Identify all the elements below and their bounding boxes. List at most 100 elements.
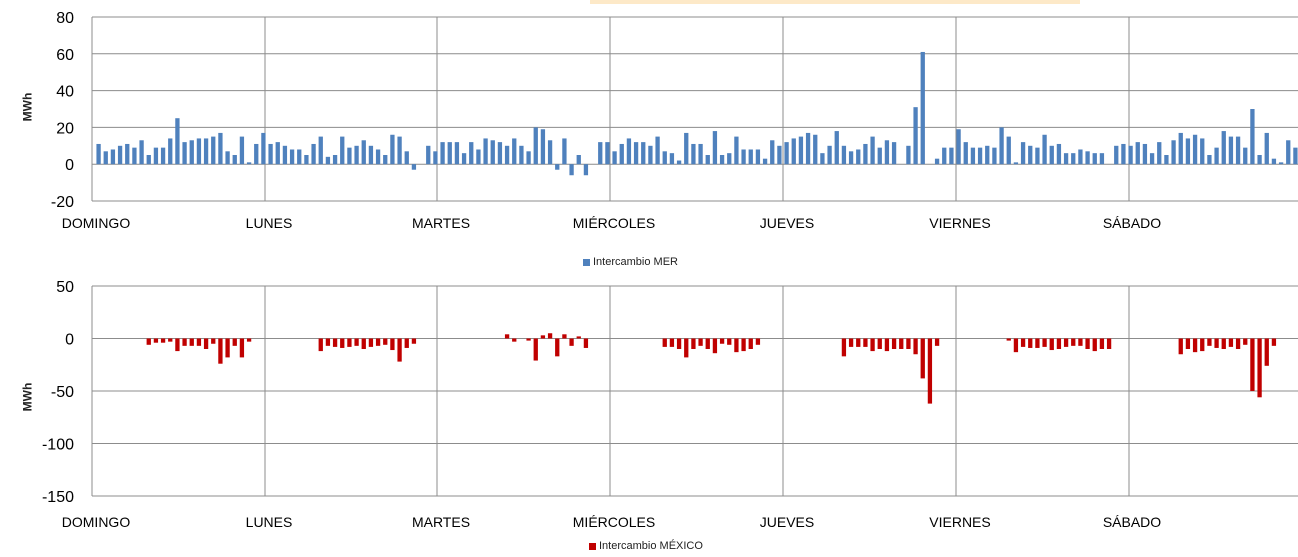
bar	[175, 338, 180, 352]
bar	[562, 138, 567, 165]
bar	[404, 151, 409, 165]
bar	[1013, 338, 1019, 353]
bar	[1171, 140, 1176, 165]
bar	[340, 338, 345, 348]
x-category-label: MARTES	[412, 215, 470, 231]
bar	[440, 142, 445, 165]
bar	[304, 155, 309, 165]
bar	[999, 127, 1004, 165]
bar	[1157, 142, 1162, 165]
chart-intercambio-mer: 80 60 40 20 0 -20 DOMINGO LUNES MARTES MIÉRCOLES J…	[51, 10, 1298, 231]
bar	[1099, 153, 1105, 165]
bar	[934, 338, 940, 346]
bar	[856, 149, 861, 165]
bar	[426, 145, 431, 165]
bar	[856, 338, 861, 347]
bar	[1028, 338, 1033, 348]
bar	[1271, 338, 1277, 346]
bar	[583, 338, 589, 348]
bar	[1128, 145, 1133, 165]
bar	[540, 335, 546, 339]
bar	[1192, 134, 1198, 165]
bar	[877, 147, 882, 165]
bar	[562, 334, 567, 339]
legend-swatch-mer	[583, 258, 590, 266]
bar	[375, 338, 381, 346]
bar	[927, 338, 933, 404]
bar	[734, 136, 739, 165]
bar	[490, 140, 495, 165]
bar	[411, 164, 417, 170]
bar	[705, 155, 710, 165]
bar	[891, 338, 897, 349]
bar	[125, 143, 130, 165]
y-tick-label: 40	[56, 84, 74, 101]
bar	[956, 129, 961, 165]
bar	[1078, 338, 1083, 346]
bar	[332, 155, 338, 165]
bar	[992, 147, 997, 165]
bar	[1049, 145, 1054, 165]
bar	[1235, 338, 1241, 349]
bar	[755, 149, 761, 165]
legend-mer: Intercambio MER	[583, 256, 678, 268]
bar	[583, 164, 589, 176]
bar	[669, 153, 675, 165]
x-category-label: JUEVES	[760, 514, 814, 530]
bar	[963, 142, 968, 165]
bar	[870, 136, 875, 165]
y-tick-label: 20	[56, 120, 74, 137]
bar	[712, 338, 718, 354]
bar	[289, 149, 295, 165]
bar	[512, 338, 517, 342]
bar	[1185, 338, 1191, 349]
bar	[347, 147, 352, 165]
bar	[741, 338, 746, 352]
bar	[547, 333, 553, 339]
bar	[827, 145, 832, 165]
bar	[748, 149, 753, 165]
bar	[777, 145, 782, 165]
bar	[684, 338, 689, 358]
bar	[1085, 151, 1090, 165]
bar	[848, 338, 854, 347]
top-banner	[590, 0, 1080, 4]
bar	[662, 151, 667, 165]
bar	[232, 338, 237, 346]
bar	[232, 155, 237, 165]
bar	[383, 338, 388, 345]
bar	[648, 145, 653, 165]
bar	[1071, 338, 1076, 346]
bar	[1250, 109, 1255, 165]
bar	[203, 138, 209, 165]
bar	[461, 153, 467, 165]
bar	[139, 140, 144, 165]
bar	[691, 143, 696, 165]
y-tick-label: 0	[65, 332, 74, 349]
bar	[576, 336, 581, 339]
bar	[96, 143, 101, 165]
bar	[913, 338, 918, 355]
bar	[1286, 140, 1291, 165]
bar	[1228, 136, 1234, 165]
bar	[332, 338, 338, 347]
bar	[798, 136, 804, 165]
bar	[246, 162, 252, 165]
bar	[863, 143, 868, 165]
bar	[354, 338, 359, 346]
bar	[863, 338, 868, 347]
bar	[676, 160, 682, 165]
bar	[211, 136, 216, 165]
bar	[1020, 338, 1026, 347]
y-axis-label-bottom: MWh	[20, 382, 35, 412]
legend-mexico: Intercambio MÉXICO	[589, 540, 703, 552]
bar	[476, 149, 481, 165]
bar	[848, 151, 854, 165]
bar	[820, 153, 825, 165]
bar	[741, 149, 746, 165]
bar	[175, 118, 180, 165]
bar	[110, 149, 116, 165]
bar	[433, 151, 438, 165]
bar	[920, 51, 925, 165]
bar	[404, 338, 409, 348]
